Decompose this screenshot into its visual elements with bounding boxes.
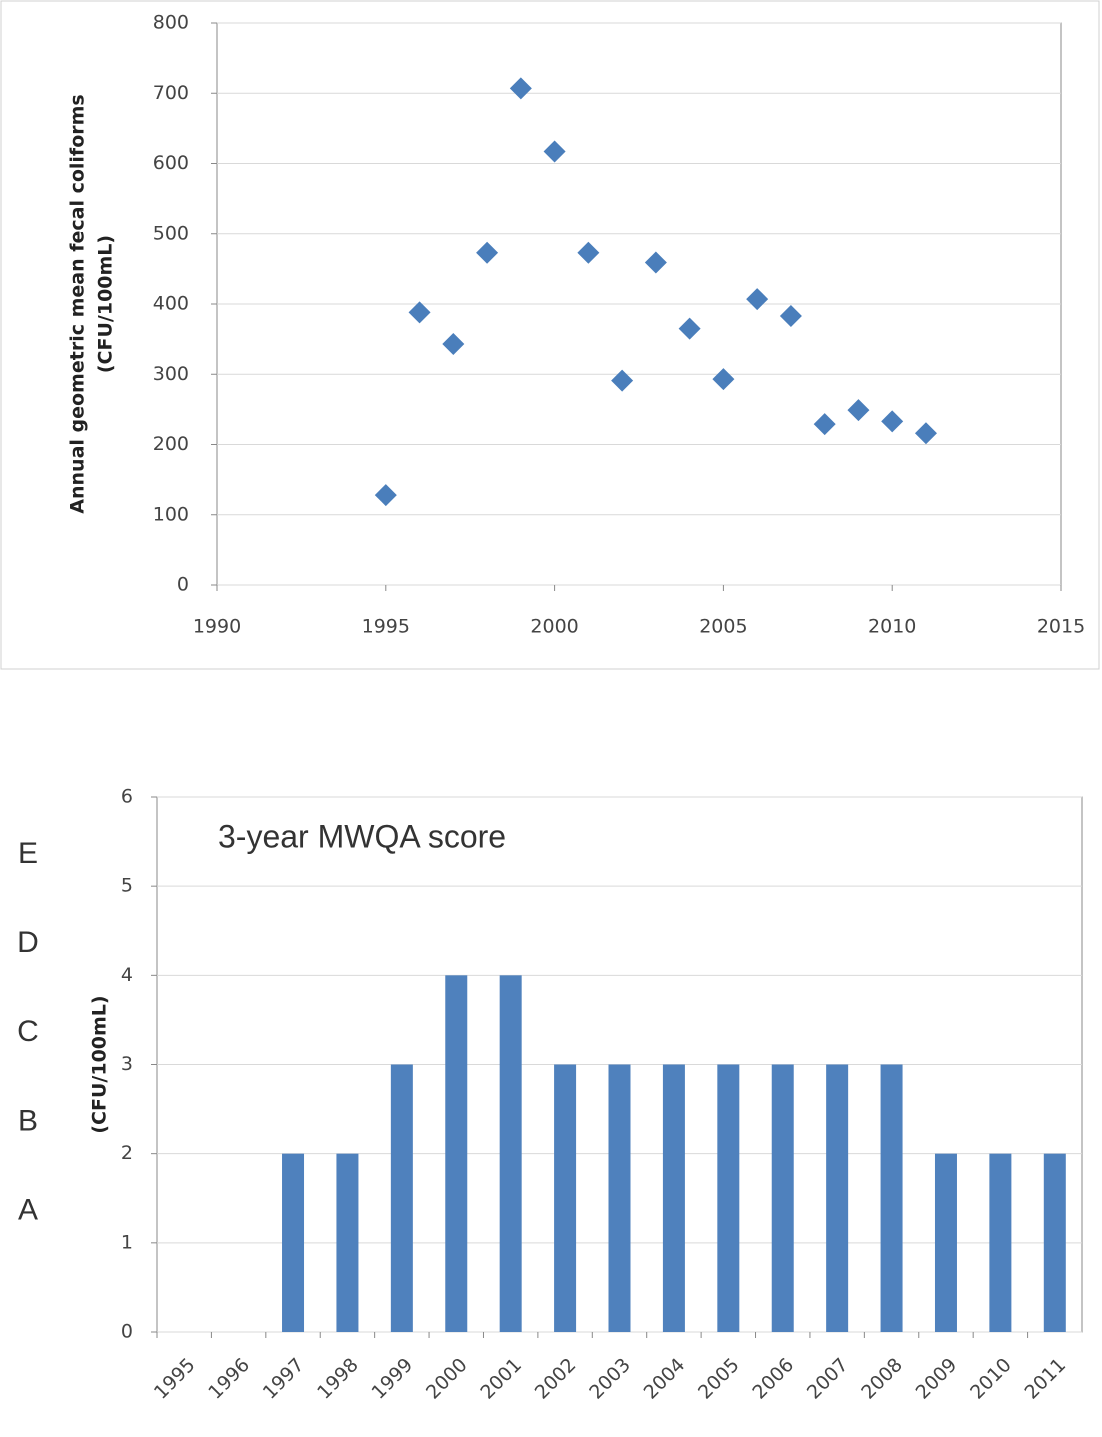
x-tick-label: 1997 [259,1354,309,1404]
data-point [847,399,870,422]
bar [826,1064,849,1332]
data-point [509,77,532,100]
data-point [442,333,465,356]
data-point [678,317,701,340]
bar [934,1153,957,1332]
grade-label: E [18,837,38,870]
y-tick-label: 700 [153,82,189,104]
data-point [611,369,634,392]
bar [390,1064,413,1332]
bar [717,1064,740,1332]
x-tick-label: 2008 [857,1354,907,1404]
bar [771,1064,794,1332]
data-point [476,241,499,264]
data-point [813,413,836,436]
chart-frame [0,0,1100,670]
data-point [408,301,431,324]
grade-label: A [18,1194,38,1227]
x-tick-label: 2011 [1020,1354,1070,1404]
y-axis-label: (CFU/100mL) [95,235,117,373]
bar [445,975,468,1332]
y-tick-label: 500 [153,222,189,244]
bar [989,1153,1012,1332]
y-tick-label: 800 [153,12,189,34]
y-tick-label: 1 [121,1231,133,1253]
data-point [881,410,904,433]
x-tick-label: 2000 [530,616,578,638]
x-tick-label: 1990 [193,616,241,638]
grade-label: B [18,1104,38,1137]
y-tick-label: 100 [153,503,189,525]
y-tick-label: 3 [121,1053,133,1075]
y-tick-label: 4 [121,964,133,986]
data-point [779,304,802,327]
data-point [712,368,735,391]
annotation: 3-year MWQA score [218,818,506,854]
bar [336,1153,359,1332]
y-tick-label: 200 [153,433,189,455]
x-tick-label: 2000 [422,1354,472,1404]
bar [880,1064,903,1332]
y-axis-label: (CFU/100mL) [89,995,111,1133]
x-tick-label: 2010 [966,1354,1016,1404]
grade-label: C [17,1015,39,1048]
data-point [374,484,397,507]
x-tick-label: 2001 [476,1354,526,1404]
y-tick-label: 400 [153,293,189,315]
data-point [577,241,600,264]
x-tick-label: 2003 [585,1354,635,1404]
bar [1043,1153,1066,1332]
data-point [914,422,937,445]
bar [554,1064,577,1332]
y-tick-label: 600 [153,152,189,174]
x-tick-label: 2010 [868,616,916,638]
x-tick-label: 2015 [1037,616,1085,638]
x-tick-label: 2002 [531,1354,581,1404]
x-tick-label: 2007 [803,1354,853,1404]
bar [608,1064,631,1332]
x-tick-label: 2004 [640,1354,690,1404]
x-tick-label: 1998 [313,1354,363,1404]
x-tick-label: 1995 [150,1354,200,1404]
y-tick-label: 5 [121,875,133,897]
data-point [543,140,566,163]
x-tick-label: 2005 [694,1354,744,1404]
x-tick-label: 1996 [204,1354,254,1404]
grade-label: D [17,926,39,959]
x-tick-label: 2009 [912,1354,962,1404]
y-tick-label: 0 [177,574,189,596]
y-tick-label: 6 [121,786,133,808]
x-tick-label: 1999 [368,1354,418,1404]
y-tick-label: 300 [153,363,189,385]
bar [499,975,522,1332]
x-tick-label: 1995 [362,616,410,638]
data-point [746,288,769,311]
bar [662,1064,685,1332]
x-tick-label: 2005 [699,616,747,638]
x-tick-label: 2006 [748,1354,798,1404]
y-tick-label: 0 [121,1321,133,1343]
y-axis-label: Annual geometric mean fecal coliforms [67,94,89,513]
y-tick-label: 2 [121,1142,133,1164]
bar [282,1153,305,1332]
data-point [644,251,667,274]
